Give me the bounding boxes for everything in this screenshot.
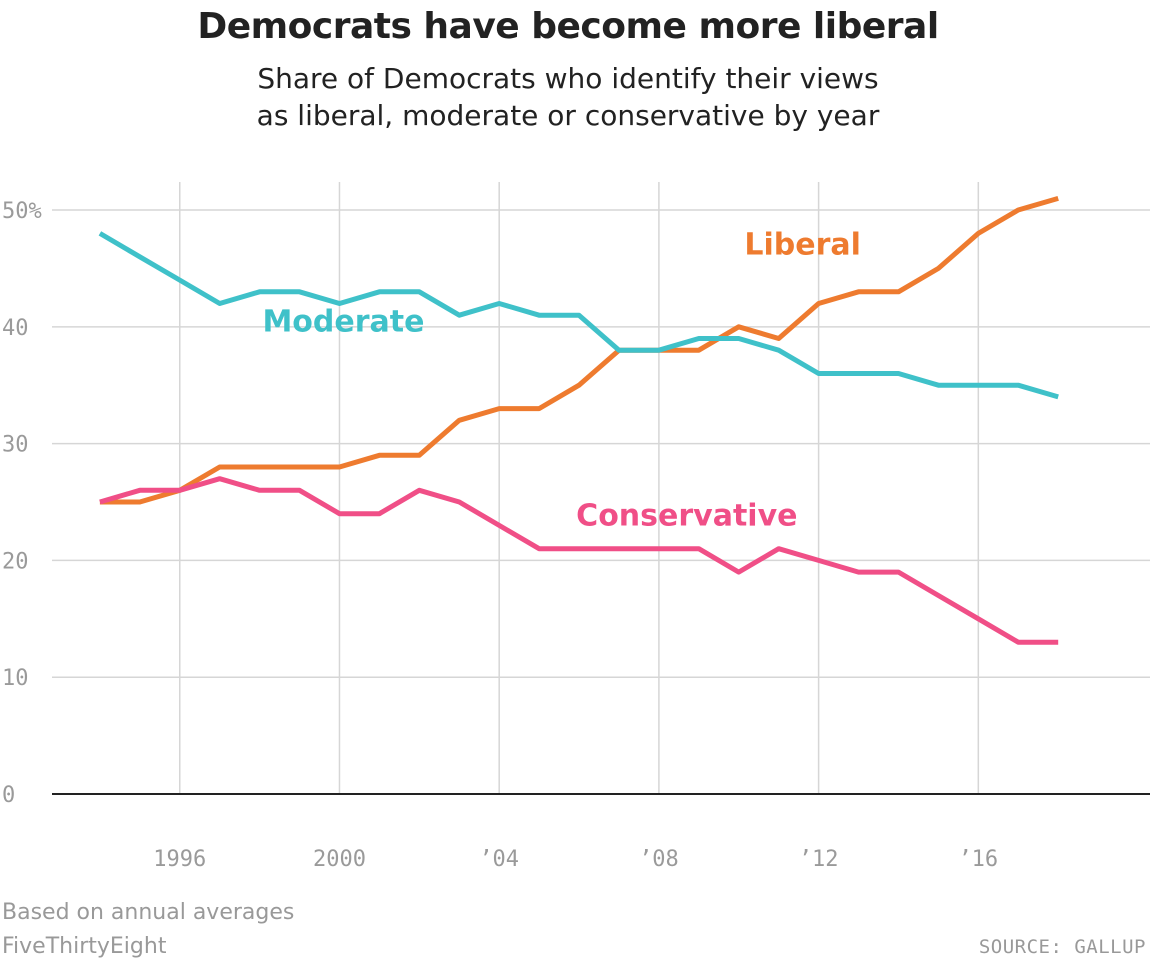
y-tick-label: 10: [2, 666, 29, 691]
series-line-conservative: [99, 476, 1059, 645]
brand-label: FiveThirtyEight: [2, 934, 167, 959]
grid-lines: [52, 182, 1150, 794]
chart-subtitle: Share of Democrats who identify their vi…: [256, 62, 880, 132]
axes: 0 10 20 30 40 50% 1996 2000 ’04 ’08 ’12 ’16: [2, 199, 1150, 872]
x-tick-label: 1996: [153, 847, 206, 872]
series-line-moderate: [98, 231, 1059, 400]
y-tick-label: 30: [2, 433, 29, 458]
series-labels: Liberal Moderate Conservative: [262, 227, 860, 533]
y-tick-label: 40: [2, 316, 29, 341]
y-tick-label: 20: [2, 549, 29, 574]
footnote: Based on annual averages: [2, 900, 295, 925]
x-tick-label: ’08: [639, 847, 679, 872]
chart-title: Democrats have become more liberal: [197, 6, 939, 47]
series-line-liberal: [99, 195, 1059, 505]
x-tick-label: ’12: [799, 847, 839, 872]
x-tick-label: ’16: [958, 847, 998, 872]
y-tick-label: 0: [2, 783, 15, 808]
series-label-liberal: Liberal: [744, 227, 861, 262]
x-tick-label: 2000: [313, 847, 366, 872]
series-label-moderate: Moderate: [262, 305, 424, 340]
series-lines: [98, 195, 1059, 645]
series-label-conservative: Conservative: [576, 498, 797, 533]
source-label: SOURCE: GALLUP: [978, 936, 1146, 958]
y-tick-label: 50%: [2, 199, 42, 224]
x-tick-label: ’04: [479, 847, 519, 872]
